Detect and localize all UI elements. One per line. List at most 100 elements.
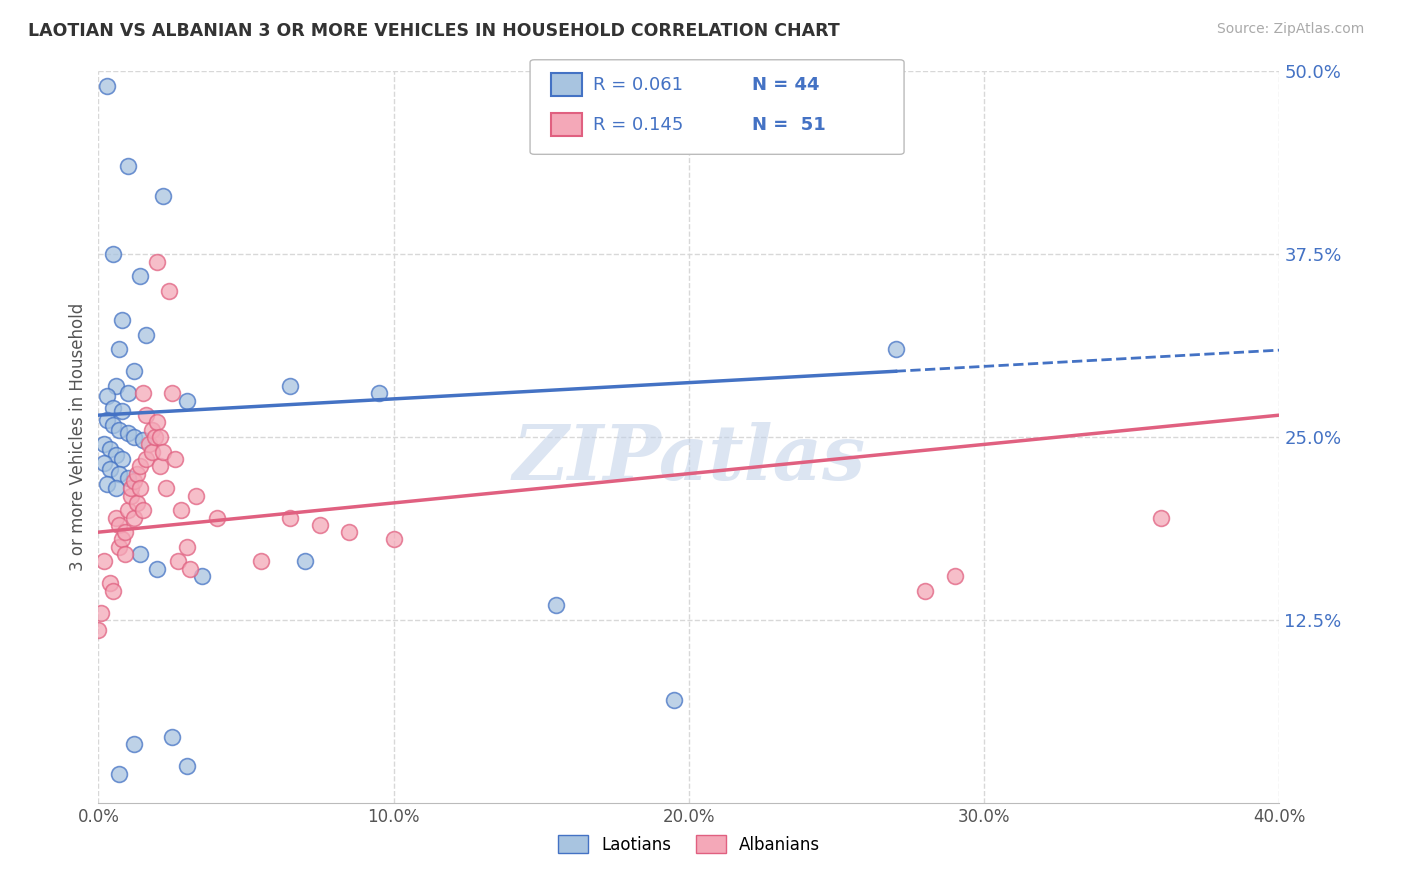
Point [205, 510, 228, 524]
Point [125, 496, 148, 510]
Point [128, 481, 150, 495]
Point [93, 437, 115, 451]
Point [108, 766, 131, 780]
Point [105, 448, 128, 462]
Point [117, 160, 139, 174]
Point [146, 254, 169, 268]
Point [117, 386, 139, 401]
Point [914, 583, 936, 598]
Point [114, 525, 136, 540]
Text: R = 0.145: R = 0.145 [593, 116, 683, 134]
Point [122, 474, 145, 488]
Point [103, 583, 125, 598]
Point [162, 386, 183, 401]
Point [128, 269, 150, 284]
Point [128, 459, 150, 474]
Point [125, 467, 148, 481]
Point [157, 284, 180, 298]
Point [87, 623, 110, 637]
Point [96, 78, 118, 93]
Point [96, 389, 118, 403]
Point [122, 364, 145, 378]
Point [135, 408, 157, 422]
Point [93, 554, 115, 568]
Point [122, 737, 145, 751]
Point [108, 517, 131, 532]
Legend: Laotians, Albanians: Laotians, Albanians [551, 829, 827, 860]
Point [368, 386, 391, 401]
Point [90, 606, 112, 620]
Point [108, 343, 131, 357]
Point [191, 569, 214, 583]
Point [98, 442, 121, 456]
Point [132, 386, 155, 401]
Point [179, 562, 201, 576]
Point [135, 327, 157, 342]
Point [122, 430, 145, 444]
Point [294, 554, 316, 568]
Point [152, 444, 174, 458]
Point [96, 476, 118, 491]
Point [155, 481, 177, 495]
Point [149, 430, 172, 444]
Point [111, 452, 134, 467]
Point [141, 423, 163, 437]
Point [176, 540, 198, 554]
Point [117, 503, 139, 517]
Point [103, 247, 125, 261]
Point [128, 547, 150, 561]
Point [103, 401, 125, 415]
Point [149, 459, 172, 474]
Point [146, 562, 169, 576]
Point [117, 471, 139, 485]
Point [114, 547, 136, 561]
Point [280, 379, 302, 393]
Point [165, 452, 187, 467]
Point [141, 444, 163, 458]
Point [132, 503, 155, 517]
Point [176, 393, 198, 408]
Point [103, 418, 125, 433]
Point [143, 430, 166, 444]
Point [184, 489, 207, 503]
Point [152, 188, 174, 202]
Point [135, 452, 157, 467]
Point [105, 510, 128, 524]
Y-axis label: 3 or more Vehicles in Household: 3 or more Vehicles in Household [69, 303, 87, 571]
Point [98, 462, 121, 476]
Text: LAOTIAN VS ALBANIAN 3 OR MORE VEHICLES IN HOUSEHOLD CORRELATION CHART: LAOTIAN VS ALBANIAN 3 OR MORE VEHICLES I… [28, 22, 839, 40]
Point [146, 416, 169, 430]
Point [96, 412, 118, 426]
Point [546, 599, 568, 613]
Point [339, 525, 361, 540]
Text: N = 44: N = 44 [752, 76, 820, 94]
Point [108, 423, 131, 437]
Point [309, 517, 332, 532]
Text: ZIPatlas: ZIPatlas [512, 422, 866, 496]
Point [111, 313, 134, 327]
Point [162, 730, 183, 744]
Point [108, 540, 131, 554]
Point [93, 457, 115, 471]
Point [105, 379, 128, 393]
Point [884, 343, 907, 357]
Point [280, 510, 302, 524]
Point [170, 503, 193, 517]
Point [105, 481, 128, 495]
Point [120, 489, 142, 503]
Point [132, 433, 155, 447]
Point [664, 693, 686, 707]
Point [117, 425, 139, 440]
Point [176, 759, 198, 773]
Point [122, 510, 145, 524]
Text: N =  51: N = 51 [752, 116, 825, 134]
Point [167, 554, 190, 568]
Text: Source: ZipAtlas.com: Source: ZipAtlas.com [1216, 22, 1364, 37]
Point [120, 481, 142, 495]
Point [111, 403, 134, 417]
Point [98, 576, 121, 591]
Text: R = 0.061: R = 0.061 [593, 76, 683, 94]
Point [108, 467, 131, 481]
Point [111, 533, 134, 547]
Point [382, 533, 405, 547]
